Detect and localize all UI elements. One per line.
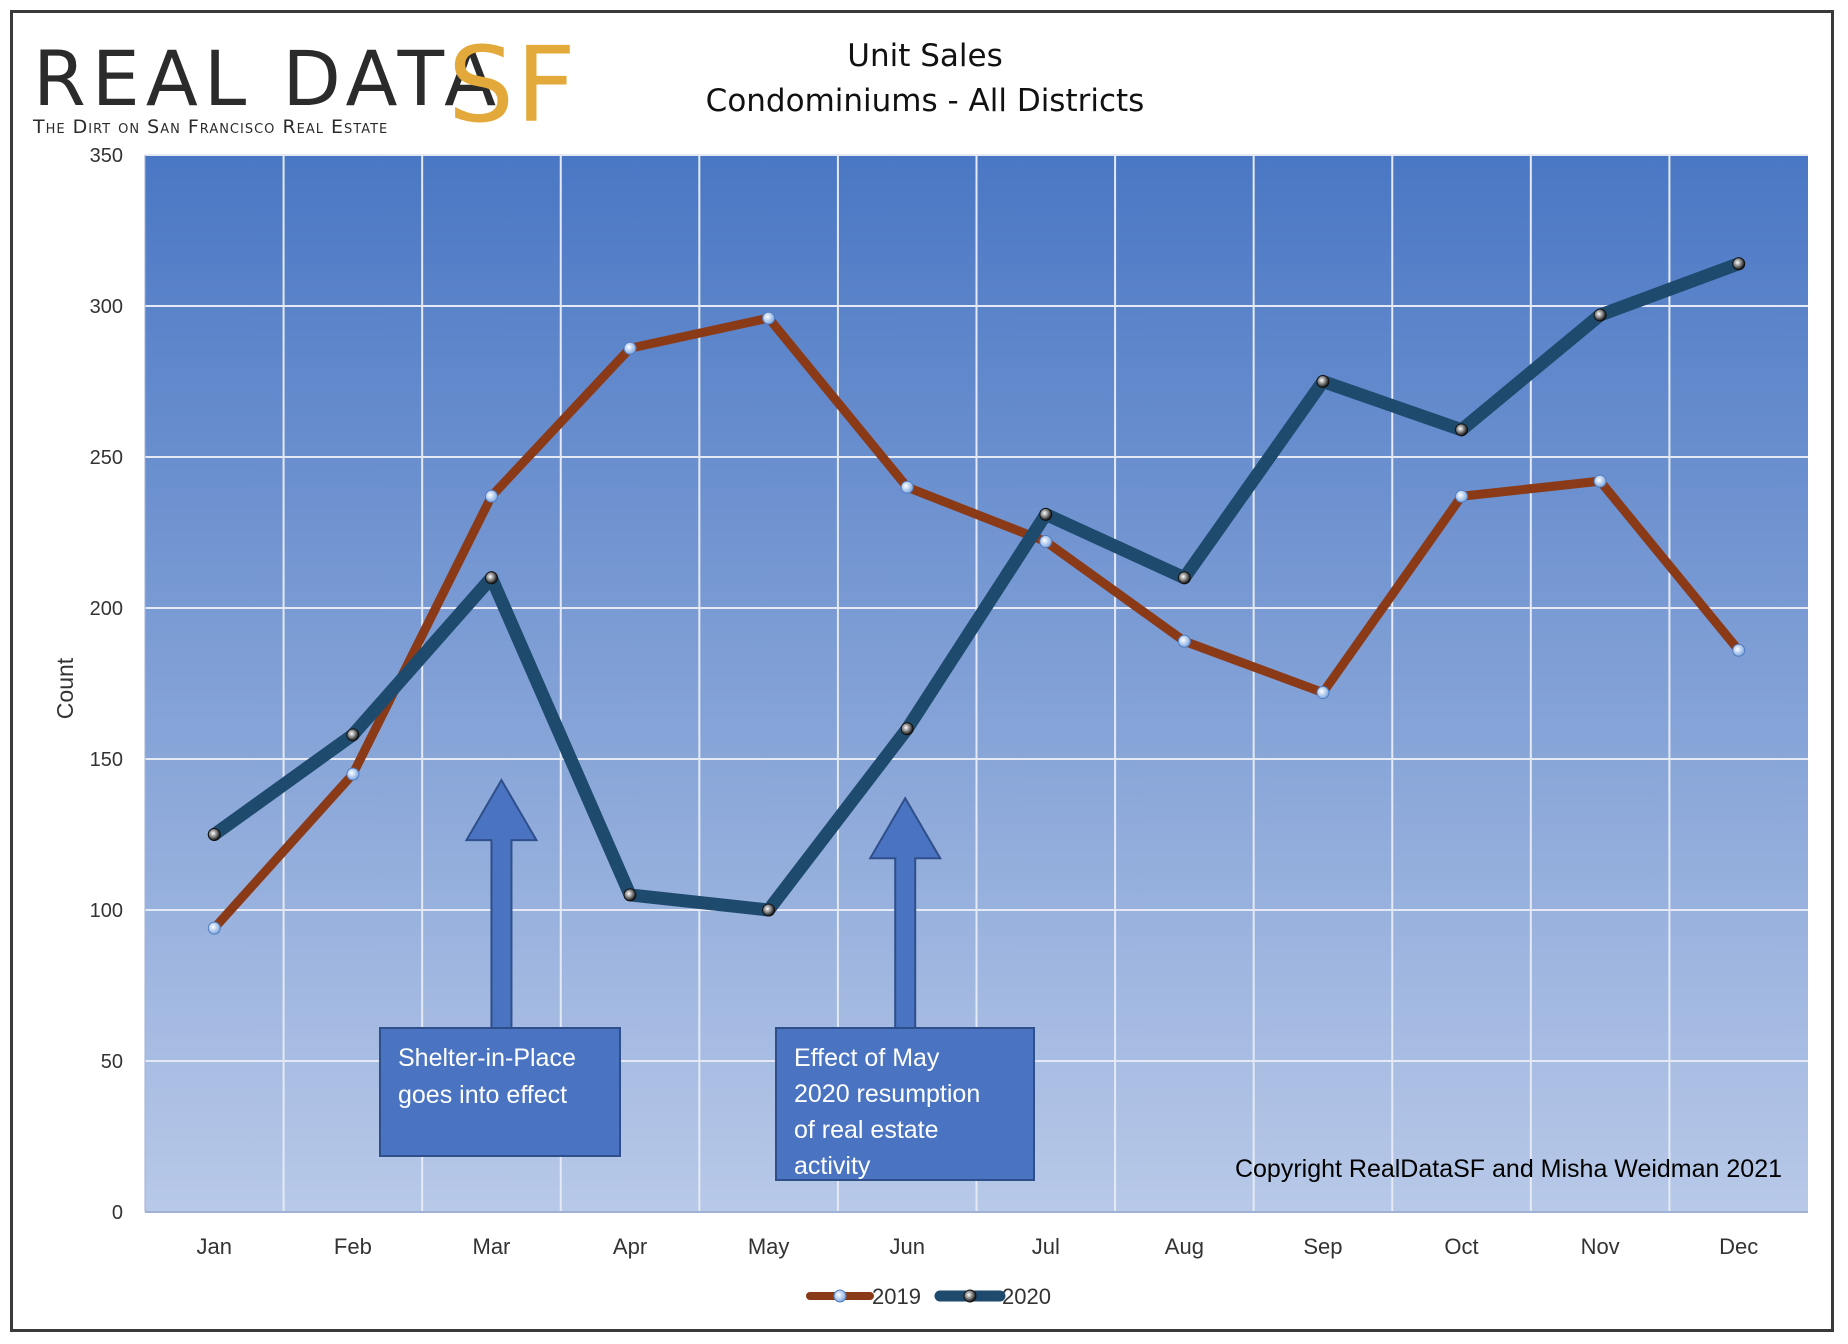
series-line-2020 xyxy=(207,257,1746,917)
data-point-2020 xyxy=(900,722,914,736)
chart-title: Unit Sales xyxy=(847,38,1003,74)
data-point-2020 xyxy=(762,903,776,917)
data-point-2019 xyxy=(1455,489,1469,503)
annotation-box-shelter xyxy=(379,1027,621,1157)
logo-wordmark: REAL DATA xyxy=(33,34,503,123)
data-point-2019 xyxy=(1177,634,1191,648)
logo-tagline: The Dirt on San Francisco Real Estate xyxy=(33,116,389,138)
x-tick-label: Oct xyxy=(1444,1234,1478,1259)
logo-sf-mark: SF xyxy=(448,24,578,146)
annotation-text-may: of real estate xyxy=(794,1116,939,1144)
x-tick-label: Sep xyxy=(1303,1234,1342,1259)
x-tick-label: Mar xyxy=(473,1234,511,1259)
data-point-2020 xyxy=(346,728,360,742)
legend-label-2020: 2020 xyxy=(1002,1284,1051,1309)
y-tick-label: 200 xyxy=(90,598,123,620)
y-tick-label: 50 xyxy=(101,1051,123,1073)
x-tick-label: Nov xyxy=(1581,1234,1620,1259)
chart-subtitle: Condominiums - All Districts xyxy=(705,83,1145,119)
data-point-2020 xyxy=(1732,257,1746,271)
data-point-2020 xyxy=(484,571,498,585)
data-point-2019 xyxy=(207,921,221,935)
data-point-2019 xyxy=(1039,535,1053,549)
data-point-2020 xyxy=(623,888,637,902)
data-point-2020 xyxy=(207,828,221,841)
x-tick-label: Dec xyxy=(1719,1234,1758,1259)
data-point-2019 xyxy=(484,489,498,503)
data-point-2019 xyxy=(346,767,360,781)
y-tick-label: 0 xyxy=(112,1202,123,1224)
y-tick-label: 100 xyxy=(90,900,123,922)
y-tick-label: 300 xyxy=(90,296,123,318)
annotation-text-shelter: goes into effect xyxy=(398,1081,567,1109)
y-axis-label: Count xyxy=(52,657,78,719)
annotation-text-shelter: Shelter-in-Place xyxy=(398,1044,576,1072)
data-point-2020 xyxy=(1177,571,1191,585)
annotation-text-may: activity xyxy=(794,1152,871,1180)
legend-marker-2019 xyxy=(833,1289,847,1303)
x-tick-label: Jun xyxy=(889,1234,924,1259)
legend-label-2019: 2019 xyxy=(872,1284,921,1309)
annotation-text-may: 2020 resumption xyxy=(794,1080,980,1108)
data-point-2020 xyxy=(1593,308,1607,322)
data-point-2019 xyxy=(1732,643,1746,657)
data-point-2020 xyxy=(1039,507,1053,521)
data-point-2019 xyxy=(900,480,914,494)
legend-marker-2020 xyxy=(963,1289,977,1303)
annotation-text-may: Effect of May xyxy=(794,1044,940,1072)
y-tick-label: 350 xyxy=(90,145,123,167)
copyright-text: Copyright RealDataSF and Misha Weidman 2… xyxy=(1235,1155,1782,1183)
x-tick-label: Apr xyxy=(613,1234,647,1259)
series-line-2019 xyxy=(209,313,1744,933)
x-tick-label: Jan xyxy=(197,1234,232,1259)
data-point-2019 xyxy=(623,341,637,355)
data-point-2020 xyxy=(1455,423,1469,437)
data-point-2019 xyxy=(762,311,776,325)
data-point-2019 xyxy=(1316,686,1330,700)
y-tick-label: 250 xyxy=(90,447,123,469)
y-tick-label: 150 xyxy=(90,749,123,771)
x-tick-label: May xyxy=(748,1234,790,1259)
annotation-box-may xyxy=(775,1027,1035,1181)
x-tick-label: Aug xyxy=(1165,1234,1204,1259)
x-tick-label: Jul xyxy=(1032,1234,1060,1259)
data-point-2019 xyxy=(1593,474,1607,488)
x-tick-label: Feb xyxy=(334,1234,372,1259)
data-point-2020 xyxy=(1316,375,1330,388)
